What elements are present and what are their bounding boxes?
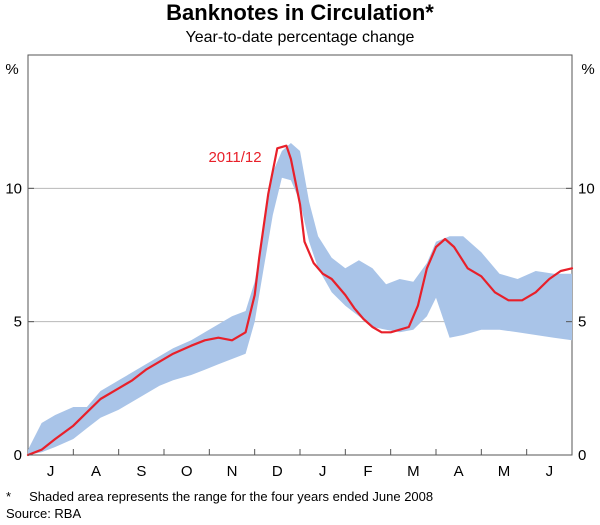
- y-label-right-10: 10: [578, 180, 595, 197]
- x-label-5: N: [227, 463, 238, 480]
- x-axis-ticks: [72, 449, 528, 455]
- y-unit-left: %: [5, 61, 18, 78]
- y-axis-right-ticks: 0 5 10: [566, 180, 595, 464]
- series-line-2011-12: [26, 144, 574, 457]
- x-label-6: D: [272, 463, 283, 480]
- chart-title: Banknotes in Circulation*: [166, 0, 434, 25]
- y-label-left-10: 10: [5, 180, 22, 197]
- y-axis-left-ticks: 0 5 10: [5, 180, 34, 464]
- series-label-2011-12: 2011/12: [208, 149, 261, 166]
- x-label-1: J: [47, 463, 55, 480]
- y-label-left-0: 0: [14, 447, 22, 464]
- x-label-8: F: [363, 463, 372, 480]
- x-label-3: S: [136, 463, 146, 480]
- x-label-9: M: [407, 463, 420, 480]
- x-label-7: J: [319, 463, 327, 480]
- footnote: * Shaded area represents the range for t…: [6, 489, 434, 504]
- x-label-10: A: [454, 463, 464, 480]
- y-label-right-0: 0: [578, 447, 586, 464]
- y-label-left-5: 5: [14, 314, 22, 331]
- chart-subtitle: Year-to-date percentage change: [185, 29, 415, 46]
- y-label-right-5: 5: [578, 314, 586, 331]
- y-unit-right: %: [581, 61, 594, 78]
- x-label-11: M: [498, 463, 511, 480]
- x-label-2: A: [91, 463, 101, 480]
- x-label-12: J: [546, 463, 554, 480]
- source-note: Source: RBA: [6, 506, 82, 521]
- x-label-4: O: [181, 463, 193, 480]
- range-area: [28, 143, 572, 455]
